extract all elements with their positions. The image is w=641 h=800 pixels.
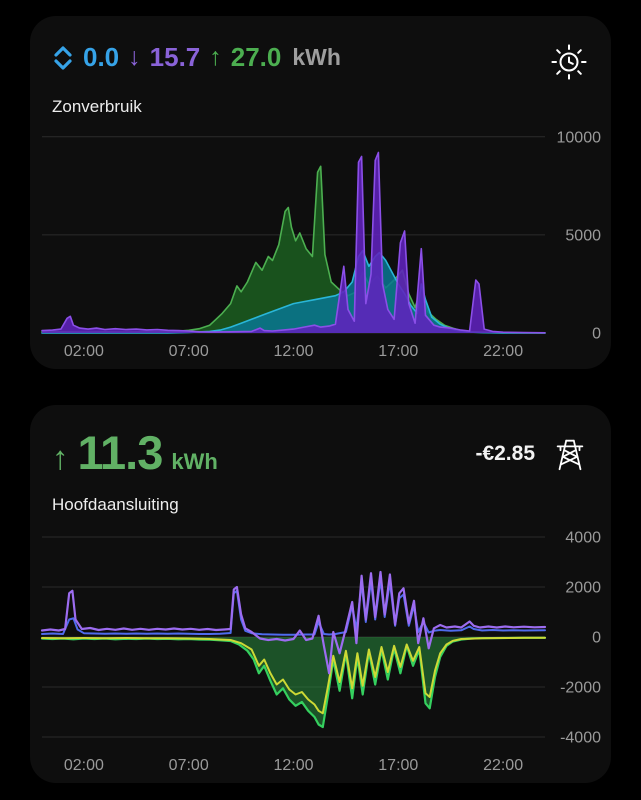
x-tick-label: 17:00 (378, 343, 418, 360)
y-tick-label: -2000 (560, 680, 601, 697)
series-area-grid-export-green (42, 637, 545, 727)
grid-chart-area: -4000 -2000 0 2000 4000 02:00 07:00 12:00 17:00 2… (38, 521, 603, 777)
series-area-solar-purple (42, 152, 545, 333)
series-line-solar-purple (41, 151, 546, 334)
solar-card[interactable]: 0.0 ↓ 15.7 ↑ 27.0 kWh Zonverbruik 0 (30, 16, 611, 369)
energy-dashboard: 0.0 ↓ 15.7 ↑ 27.0 kWh Zonverbruik 0 (30, 16, 611, 783)
sun-clock-icon[interactable] (549, 36, 589, 82)
grid-import-value: 15.7 (149, 42, 201, 72)
grid-card-title: Hoofdaansluiting (52, 495, 179, 514)
y-tick-label: -4000 (560, 730, 601, 747)
self-consumption-value: 0.0 (83, 42, 120, 72)
series-area-solar-green (42, 166, 545, 333)
x-tick-label: 07:00 (169, 757, 209, 774)
series-line-net-purple (40, 570, 547, 675)
solar-production-value: 27.0 (230, 42, 282, 72)
grid-return-unit: kWh (171, 449, 218, 474)
grid-card[interactable]: ↑ 11.3 kWh -€2.85 (30, 405, 611, 783)
arrow-up-icon: ↑ (209, 43, 222, 71)
updown-chevrons-icon (52, 45, 74, 71)
grid-return-value: 11.3 (77, 426, 164, 479)
x-tick-label: 02:00 (64, 757, 104, 774)
y-tick-label: 0 (592, 326, 601, 343)
transmission-tower-icon[interactable] (551, 435, 589, 473)
solar-production-chart[interactable]: 0 5000 10000 02:00 07:00 12:00 17:00 22:00 (38, 123, 603, 363)
main-connection-chart[interactable]: -4000 -2000 0 2000 4000 02:00 07:00 12:00 17:00 2… (38, 521, 603, 777)
y-tick-label: 0 (592, 630, 601, 647)
arrow-down-icon: ↓ (128, 43, 141, 71)
grid-header-right: -€2.85 (475, 425, 589, 473)
grid-return-stat: ↑ 11.3 kWh (52, 425, 218, 480)
arrow-up-icon: ↑ (52, 439, 69, 476)
x-tick-label: 12:00 (273, 343, 313, 360)
y-tick-label: 5000 (565, 227, 601, 244)
x-tick-label: 22:00 (483, 757, 523, 774)
series-line-inverter-yellow (41, 636, 546, 715)
y-tick-label: 10000 (557, 129, 602, 146)
grid-cost-value: -€2.85 (475, 442, 535, 465)
series-line-load-blue (41, 578, 546, 636)
solar-card-title: Zonverbruik (52, 97, 142, 116)
x-tick-label: 02:00 (64, 343, 104, 360)
solar-unit-label: kWh (292, 44, 341, 70)
x-tick-label: 12:00 (273, 757, 313, 774)
solar-stats: 0.0 ↓ 15.7 ↑ 27.0 kWh (52, 36, 341, 73)
y-tick-label: 4000 (565, 530, 601, 547)
solar-card-header: 0.0 ↓ 15.7 ↑ 27.0 kWh (52, 36, 589, 82)
y-tick-label: 2000 (565, 580, 601, 597)
x-tick-label: 07:00 (169, 343, 209, 360)
x-tick-label: 17:00 (378, 757, 418, 774)
grid-card-header: ↑ 11.3 kWh -€2.85 (52, 425, 589, 480)
x-tick-label: 22:00 (483, 343, 523, 360)
solar-chart-area: 0 5000 10000 02:00 07:00 12:00 17:00 22:00 (38, 123, 603, 363)
